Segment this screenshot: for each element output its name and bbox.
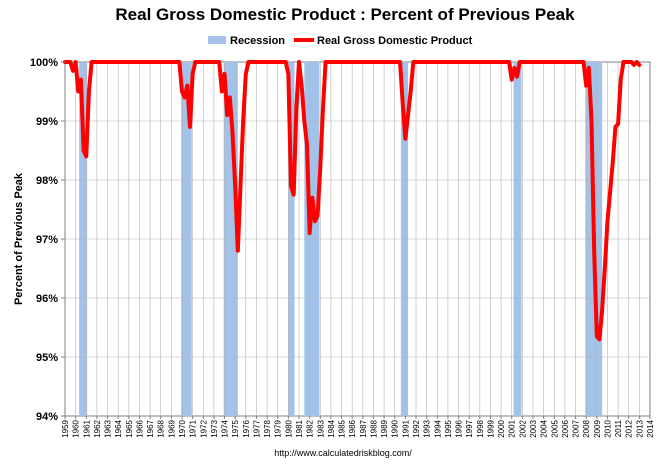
x-tick-label: 1989 [380, 419, 389, 437]
y-axis-ticks: 94% 95% 96% 97% 98% 99% 100% [30, 57, 65, 423]
x-tick-label: 1960 [72, 419, 81, 437]
x-tick-label: 1961 [82, 419, 91, 437]
x-tick-label: 2009 [593, 419, 602, 437]
y-tick-label: 99% [36, 116, 58, 128]
x-tick-label: 2007 [572, 419, 581, 437]
legend-swatch-recession [208, 36, 226, 44]
x-tick-label: 1975 [231, 419, 240, 437]
y-axis-label: Percent of Previous Peak [13, 172, 25, 305]
y-tick-label: 96% [36, 293, 58, 305]
x-tick-label: 1987 [359, 419, 368, 437]
x-tick-label: 1964 [114, 419, 123, 437]
x-tick-label: 2001 [508, 419, 517, 437]
x-tick-label: 1983 [316, 419, 325, 437]
legend-label-gdp: Real Gross Domestic Product [317, 35, 473, 47]
x-tick-label: 1974 [221, 419, 230, 437]
x-tick-label: 1967 [146, 419, 155, 437]
x-tick-label: 1979 [274, 419, 283, 437]
x-tick-label: 1991 [401, 419, 410, 437]
x-tick-label: 1973 [210, 419, 219, 437]
x-tick-label: 1978 [263, 419, 272, 437]
x-tick-label: 2005 [550, 419, 559, 437]
x-tick-label: 1986 [348, 419, 357, 437]
x-tick-label: 1993 [423, 419, 432, 437]
x-tick-label: 2002 [518, 419, 527, 437]
x-tick-label: 2011 [614, 419, 623, 437]
legend-label-recession: Recession [230, 35, 285, 47]
x-tick-label: 1981 [295, 419, 304, 437]
x-tick-label: 1992 [412, 419, 421, 437]
x-tick-label: 2004 [540, 419, 549, 437]
x-tick-label: 1977 [252, 419, 261, 437]
x-tick-label: 1976 [242, 419, 251, 437]
x-tick-label: 1990 [391, 419, 400, 437]
x-tick-label: 1965 [125, 419, 134, 437]
x-tick-label: 2000 [497, 419, 506, 437]
x-tick-label: 1962 [93, 419, 102, 437]
y-tick-label: 95% [36, 352, 58, 364]
x-tick-label: 2010 [603, 419, 612, 437]
y-tick-label: 94% [36, 411, 58, 423]
x-axis-ticks: 1959 1960 1961 1962 1963 1964 1965 1966 1967 1968… [61, 416, 655, 438]
chart-title: Real Gross Domestic Product : Percent of… [115, 5, 575, 24]
x-tick-label: 2014 [646, 419, 655, 437]
x-tick-label: 1997 [465, 419, 474, 437]
x-tick-label: 2008 [582, 419, 591, 437]
x-tick-label: 1995 [444, 419, 453, 437]
legend: Recession Real Gross Domestic Product [208, 35, 473, 47]
x-tick-label: 1963 [104, 419, 113, 437]
x-tick-label: 1969 [167, 419, 176, 437]
y-tick-label: 97% [36, 234, 58, 246]
x-tick-label: 1980 [284, 419, 293, 437]
x-tick-label: 2003 [529, 419, 538, 437]
x-tick-label: 1970 [178, 419, 187, 437]
x-tick-label: 1999 [486, 419, 495, 437]
x-tick-label: 1996 [455, 419, 464, 437]
x-tick-label: 1968 [157, 419, 166, 437]
x-tick-label: 1959 [61, 419, 70, 437]
x-tick-label: 2006 [561, 419, 570, 437]
x-tick-label: 2012 [625, 419, 634, 437]
series-layer [63, 60, 642, 342]
series-line-gdp [63, 60, 642, 342]
x-tick-label: 1966 [135, 419, 144, 437]
x-tick-label: 1998 [476, 419, 485, 437]
gridlines [65, 62, 650, 416]
x-tick-label: 2013 [635, 419, 644, 437]
x-tick-label: 1972 [199, 419, 208, 437]
x-tick-label: 1982 [306, 419, 315, 437]
y-tick-label: 100% [30, 57, 58, 69]
x-tick-label: 1971 [189, 419, 198, 437]
x-tick-label: 1984 [327, 419, 336, 437]
x-tick-label: 1988 [369, 419, 378, 437]
source-link[interactable]: http://www.calculatedriskblog.com/ [274, 448, 412, 458]
x-tick-label: 1985 [338, 419, 347, 437]
y-tick-label: 98% [36, 175, 58, 187]
x-tick-label: 1994 [433, 419, 442, 437]
